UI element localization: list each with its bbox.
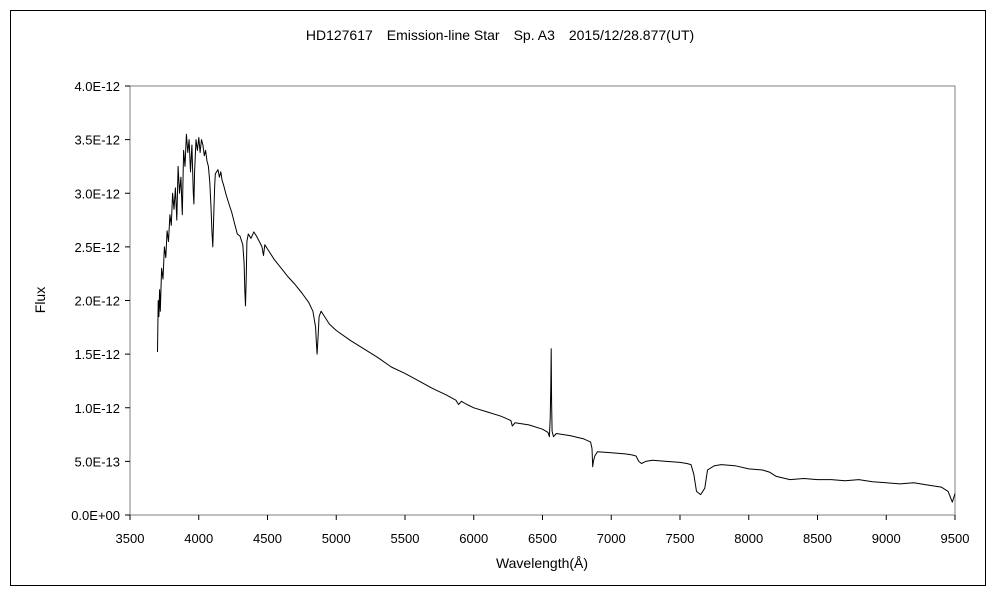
y-axis: 0.0E+00 5.0E-13 1.0E-12 1.5E-12 2.0E-12 2.5E-…	[71, 79, 130, 523]
y-tick-label: 3.0E-12	[74, 186, 120, 201]
y-tick-label: 2.0E-12	[74, 294, 120, 309]
series-group	[157, 133, 956, 503]
x-tick-label: 6000	[459, 531, 488, 546]
x-tick-label: 4500	[253, 531, 282, 546]
x-tick-label: 4000	[184, 531, 213, 546]
y-tick-label: 5.0E-13	[74, 454, 120, 469]
x-tick-label: 6500	[528, 531, 557, 546]
y-tick-label: 3.5E-12	[74, 133, 120, 148]
x-tick-label: 8500	[803, 531, 832, 546]
chart-frame	[10, 10, 986, 586]
plot-area	[129, 85, 956, 516]
y-tick-label: 1.0E-12	[74, 401, 120, 416]
spectrum-line	[157, 133, 956, 503]
x-tick-label: 5000	[322, 531, 351, 546]
y-tick-label: 1.5E-12	[74, 347, 120, 362]
y-tick-label: 4.0E-12	[74, 79, 120, 94]
chart-title: HD127617 Emission-line Star Sp. A3 2015/…	[306, 27, 694, 43]
x-tick-label: 7500	[666, 531, 695, 546]
x-axis-title: Wavelength(Å)	[496, 555, 588, 571]
y-tick-label: 2.5E-12	[74, 240, 120, 255]
x-tick-label: 9000	[872, 531, 901, 546]
y-tick-label: 0.0E+00	[71, 508, 120, 523]
y-axis-title: Flux	[32, 287, 48, 313]
x-tick-label: 8000	[734, 531, 763, 546]
x-tick-label: 5500	[391, 531, 420, 546]
x-axis: 3500 4000 4500 5000 5500 6000 6500 7000 7500 8000…	[116, 515, 970, 546]
x-tick-label: 3500	[116, 531, 145, 546]
x-tick-label: 9500	[941, 531, 970, 546]
x-tick-label: 7000	[597, 531, 626, 546]
